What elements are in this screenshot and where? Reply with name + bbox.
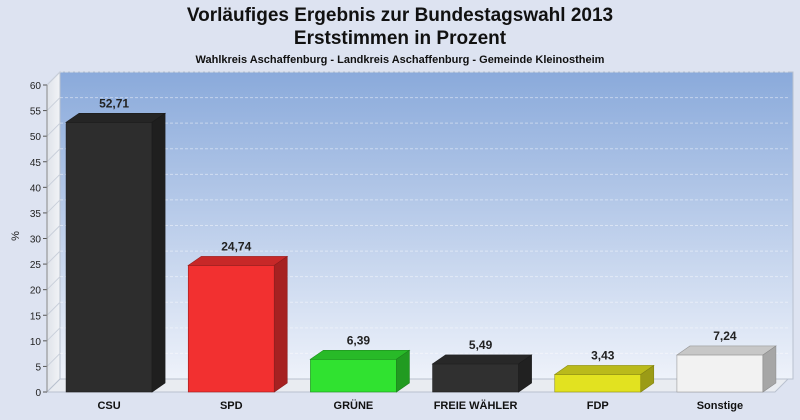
bar: 6,39 xyxy=(309,333,411,393)
chart-title-line2: Erststimmen in Prozent xyxy=(293,28,507,49)
bar-side xyxy=(273,255,288,393)
y-tick-label: 0 xyxy=(35,388,41,399)
bar-front xyxy=(676,354,764,393)
bar-side xyxy=(396,349,410,393)
bar-top xyxy=(65,113,167,123)
gridline-side xyxy=(46,173,61,188)
bar-front xyxy=(310,359,397,393)
chart-subtitle: Wahlkreis Aschaffenburg - Landkreis Asch… xyxy=(195,54,605,66)
bar-front xyxy=(65,122,153,393)
bar-side xyxy=(151,112,166,393)
x-tick-label: GRÜNE xyxy=(334,399,374,412)
y-tick-label: 30 xyxy=(30,235,42,246)
bar-value-label: 3,43 xyxy=(591,348,615,362)
y-tick-label: 15 xyxy=(30,311,42,322)
y-tick-label: 40 xyxy=(30,183,42,194)
y-tick-label: 55 xyxy=(30,107,42,118)
bar-value-label: 6,39 xyxy=(347,333,371,347)
y-axis-label: % xyxy=(10,231,22,241)
x-axis: CSU SPD GRÜNE FREIE WÄHLER FDP Sonstige xyxy=(97,399,743,412)
bar: 5,49 xyxy=(431,338,533,393)
chart-title: Vorläufiges Ergebnis zur Bundestagswahl … xyxy=(186,5,614,26)
bar-front xyxy=(554,374,642,393)
bar-value-label: 24,74 xyxy=(221,239,251,253)
plot-back-wall xyxy=(59,71,794,380)
y-axis: 0 5 10 15 20 25 30 35 40 45 50 55 60 xyxy=(30,81,48,399)
y-tick-label: 25 xyxy=(30,260,42,271)
gridlines xyxy=(46,71,788,367)
bar-side xyxy=(518,354,532,393)
gridline-side xyxy=(46,97,61,111)
bars: 52,71 24,74 6,39 5,49 3,43 7,24 xyxy=(65,96,777,393)
y-tick-label: 35 xyxy=(30,209,42,220)
gridline-side xyxy=(46,71,61,86)
x-tick-label: Sonstige xyxy=(697,400,743,412)
bar: 52,71 xyxy=(65,96,167,393)
bar-side xyxy=(640,364,655,393)
bar: 24,74 xyxy=(187,239,289,393)
gridline-side xyxy=(46,250,61,265)
x-tick-label: CSU xyxy=(97,400,120,412)
chart-title-block: Vorläufiges Ergebnis zur Bundestagswahl … xyxy=(0,4,800,67)
bar-value-label: 7,24 xyxy=(713,329,737,343)
gridline-side xyxy=(46,276,61,291)
y-tick-label: 60 xyxy=(30,81,42,92)
bar: 7,24 xyxy=(675,329,777,393)
gridline-side xyxy=(46,199,61,214)
bar-top xyxy=(309,350,411,360)
bar-top xyxy=(431,354,533,365)
gridline-side xyxy=(46,148,61,163)
x-tick-label: SPD xyxy=(220,400,243,412)
gridline-side xyxy=(46,353,61,367)
bar-front xyxy=(187,265,275,393)
y-tick-label: 10 xyxy=(30,337,42,348)
gridline-side xyxy=(46,225,61,239)
x-tick-label: FDP xyxy=(587,400,609,412)
y-tick-label: 45 xyxy=(30,158,42,169)
x-tick-label: FREIE WÄHLER xyxy=(434,399,518,412)
bar-value-label: 52,71 xyxy=(99,96,129,110)
gridline-side xyxy=(46,327,61,342)
bar-front xyxy=(432,363,519,393)
bar-top xyxy=(553,365,655,375)
bar-top xyxy=(675,345,777,356)
bar-top xyxy=(187,256,289,266)
bar-side xyxy=(762,345,777,393)
bar-value-label: 5,49 xyxy=(469,338,493,352)
y-tick-label: 20 xyxy=(30,286,42,297)
y-tick-label: 5 xyxy=(35,362,41,373)
gridline-side xyxy=(46,301,61,316)
bar: 3,43 xyxy=(553,348,655,393)
y-tick-label: 50 xyxy=(30,132,42,143)
gridline-side xyxy=(46,122,61,137)
